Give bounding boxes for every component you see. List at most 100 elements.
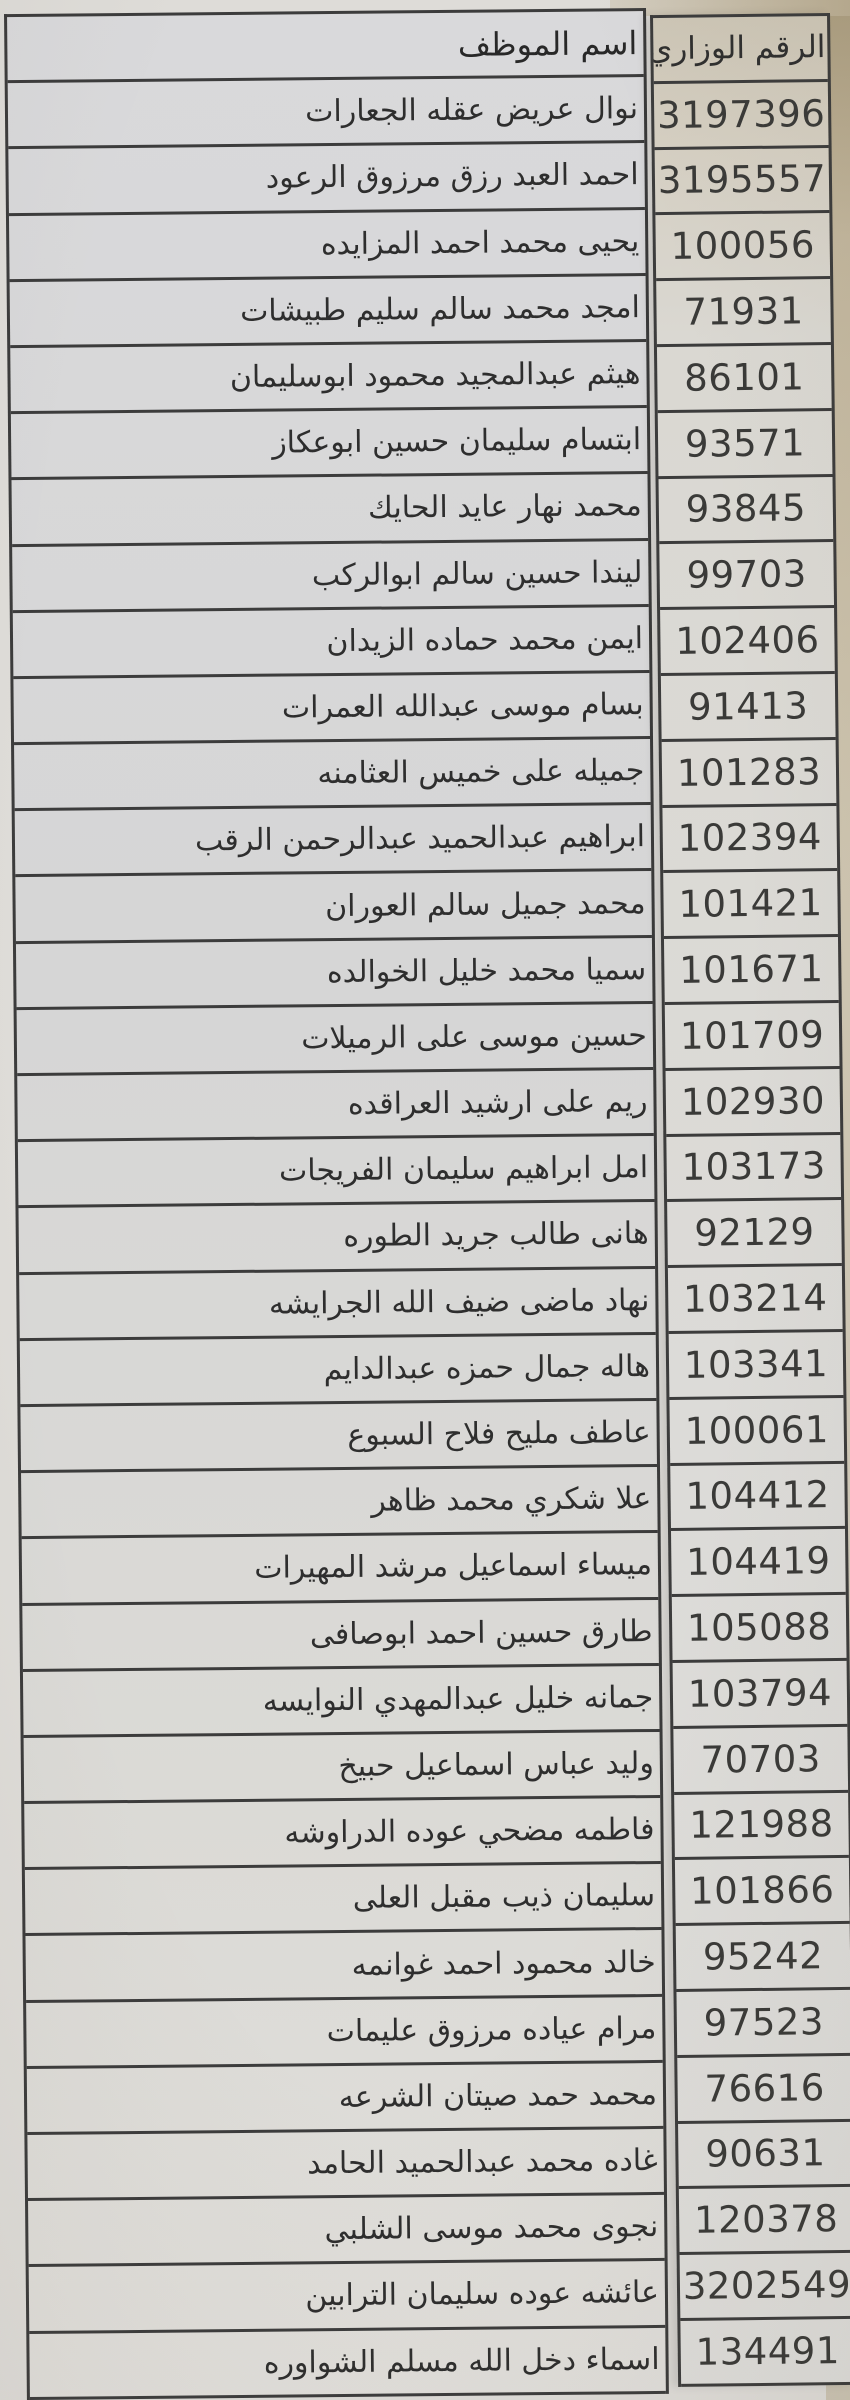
table-row: محمد نهار عايد الحايك [11, 474, 649, 547]
ministry-number-cell: 91413 [687, 684, 809, 729]
ministry-number-cell: 92129 [694, 1210, 815, 1255]
table-row: ريم على ارشيد العراقده [17, 1069, 654, 1143]
table-row: 70703 [673, 1726, 849, 1795]
employee-name-cell: ميساء اسماعيل مرشد المهيرات [254, 1547, 653, 1587]
table-row: علا شكري محمد ظاهر [21, 1467, 658, 1540]
table-row: 120378 [678, 2187, 850, 2256]
employee-name-cell: ابراهيم عبدالحميد عبدالرحمن الرقب [194, 819, 646, 859]
table-row: امجد محمد سالم سليم طبيشات [9, 275, 647, 349]
table-row: 90631 [678, 2121, 850, 2190]
table-row: 71931 [656, 279, 831, 348]
table-row: ليندا حسين سالم ابوالركب [12, 540, 649, 613]
table-row: 93845 [658, 476, 834, 545]
table-row: 93571 [657, 410, 833, 479]
employee-name-cell: حسين موسى على الرميلات [301, 1017, 648, 1057]
ministry-number-cell: 105088 [686, 1605, 832, 1650]
employee-name-cell: فاطمه مضحي عوده الدراوشه [284, 1812, 655, 1851]
table-row: 100061 [669, 1397, 845, 1466]
ministry-number-cell: 104419 [685, 1539, 831, 1585]
ministry-number-cell: 103341 [683, 1341, 829, 1387]
ministry-number-cell: 93845 [685, 486, 807, 532]
table-row: 100056 [655, 213, 831, 282]
employee-name-cell: اسماء دخل الله مسلم الشواوره [263, 2341, 660, 2381]
employee-name-cell: وليد عباس اسماعيل حبيخ [338, 1745, 655, 1785]
table-row: ابراهيم عبدالحميد عبدالرحمن الرقب [14, 805, 652, 878]
ministry-number-cell: 100061 [684, 1407, 830, 1453]
table-row: خالد محمود احمد غوانمه [25, 1930, 663, 2003]
table-row: 3202549 [679, 2252, 850, 2321]
table-row: ايمن محمد حماده الزيدان [12, 606, 650, 679]
table-row: جميله على خميس العثامنه [14, 739, 651, 812]
table-row: محمد جميل سالم العوران [15, 871, 652, 944]
table-row: 91413 [660, 673, 836, 742]
employee-name-cell: محمد جميل سالم العوران [324, 885, 646, 924]
ministry-number-cell: 76616 [704, 2065, 825, 2111]
ministry-number-cell: 120378 [693, 2197, 839, 2242]
table-surface-background-top [610, 0, 850, 16]
number-column-header: الرقم الوزاري [653, 16, 828, 84]
table-row: عائشه عوده سليمان الترابين [28, 2261, 666, 2334]
ministry-number-cell: 90631 [705, 2131, 826, 2177]
table-row: 86101 [656, 344, 832, 413]
employee-name-cell: جمانه خليل عبدالمهدي النوايسه [262, 1679, 654, 1719]
table-row: هانى طالب جريد الطوره [18, 1202, 656, 1275]
table-row: محمد حمد صيتان الشرعه [26, 2062, 664, 2136]
employee-name-cell: سميا محمد خليل الخوالده [326, 951, 647, 990]
table-row: 104412 [670, 1463, 845, 1532]
ministry-number-cell: 102406 [675, 618, 820, 663]
name-column-header: اسم الموظف [7, 11, 644, 84]
employee-name-cell: نهاد ماضى ضيف الله الجرايشه [268, 1282, 650, 1322]
table-row: اسماء دخل الله مسلم الشواوره [29, 2327, 666, 2400]
number-column-body: 3197396 3195557 100056 71931 86101 93571… [653, 81, 850, 2387]
table-row: ابتسام سليمان حسين ابوعكاز [10, 408, 648, 481]
employee-name-cell: غاده محمد عبدالحميد الحامد [306, 2143, 658, 2182]
ministry-number-column: الرقم الوزاري 3197396 3195557 100056 719… [650, 13, 850, 2387]
table-row: هيثم عبدالمجيد محمود ابوسليمان [10, 341, 647, 415]
table-row: امل ابراهيم سليمان الفريجات [17, 1136, 655, 1209]
table-row: نوال عريض عقله الجعارات [7, 77, 645, 150]
table-row: فاطمه مضحي عوده الدراوشه [24, 1798, 661, 1871]
employee-name-cell: نوال عريض عقله الجعارات [305, 91, 639, 130]
employee-name-cell: علا شكري محمد ظاهر [371, 1481, 652, 1519]
ministry-number-cell: 103173 [681, 1144, 827, 1190]
table-row: 101421 [663, 871, 838, 940]
ministry-number-cell: 71931 [683, 289, 804, 334]
ministry-number-cell: 97523 [703, 2000, 825, 2045]
employee-name-cell: يحيى محمد احمد المزايده [320, 223, 640, 262]
table-row: 103214 [667, 1266, 843, 1334]
ministry-number-cell: 121988 [689, 1802, 834, 1848]
ministry-number-cell: 3202549 [682, 2262, 850, 2308]
ministry-number-cell: 101671 [678, 947, 824, 992]
employee-name-cell: خالد محمود احمد غوانمه [351, 1944, 656, 1983]
table-row: 101866 [674, 1858, 850, 1927]
ministry-number-cell: 93571 [684, 420, 806, 466]
employee-name-cell: امل ابراهيم سليمان الفريجات [278, 1150, 649, 1189]
ministry-number-cell: 101866 [689, 1868, 835, 1913]
table-row: 76616 [677, 2055, 850, 2124]
employee-name-cell: محمد حمد صيتان الشرعه [338, 2076, 658, 2115]
table-row: جمانه خليل عبدالمهدي النوايسه [22, 1665, 660, 1738]
ministry-number-cell: 102394 [677, 815, 823, 861]
table-row: احمد العبد رزق مرزوق الرعود [8, 143, 645, 216]
table-row: يحيى محمد احمد المزايده [8, 209, 646, 282]
employee-name-cell: محمد نهار عايد الحايك [367, 488, 642, 527]
table-row: 99703 [659, 542, 835, 611]
ministry-number-cell: 95242 [702, 1934, 824, 1979]
employee-name-cell: طارق حسين احمد ابوصافى [309, 1613, 653, 1652]
ministry-number-cell: 134491 [695, 2328, 841, 2374]
ministry-number-cell: 101709 [679, 1012, 825, 1058]
ministry-number-cell: 70703 [700, 1736, 822, 1782]
employee-name-cell: ايمن محمد حماده الزيدان [326, 620, 644, 659]
table-row: 3195557 [654, 147, 830, 216]
table-row: ميساء اسماعيل مرشد المهيرات [21, 1533, 659, 1606]
name-column-body: نوال عريض عقله الجعارات احمد العبد رزق م… [7, 77, 666, 2400]
employee-name-cell: مرام عياده مرزوق عليمات [326, 2010, 657, 2049]
table-row: عاطف مليح فلاح السبوع [20, 1400, 658, 1474]
table-row: سليمان ذيب مقبل العلى [24, 1864, 662, 1937]
table-row: نجوى محمد موسى الشلبي [28, 2195, 665, 2268]
employee-name-cell: هاله جمال حمزه عبدالدايم [323, 1348, 651, 1387]
table-row: 103794 [672, 1660, 848, 1729]
table-row: سميا محمد خليل الخوالده [15, 937, 653, 1010]
table-row: 101709 [664, 1002, 840, 1071]
